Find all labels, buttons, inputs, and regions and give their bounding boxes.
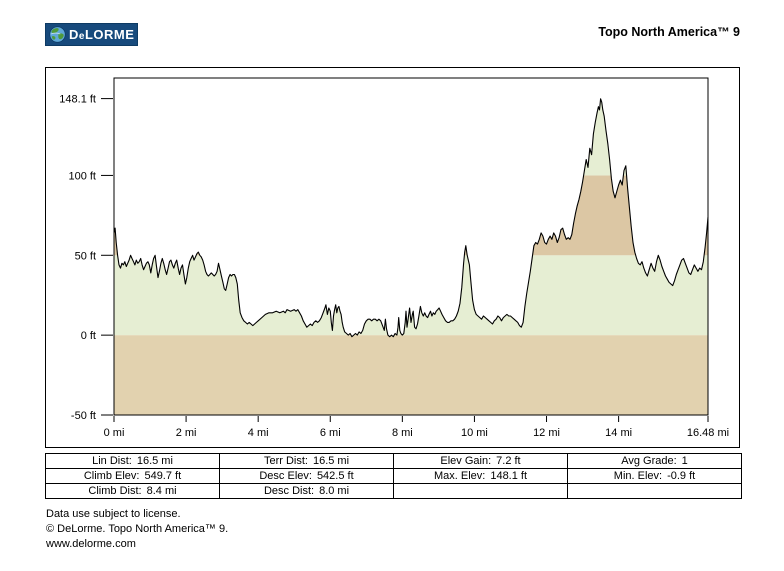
elevation-band-fill [114, 98, 708, 176]
footer-copyright-line: © DeLorme. Topo North America™ 9. [46, 523, 229, 535]
logo-letters-lorme: LORME [84, 27, 135, 42]
stats-row-1: Lin Dist: 16.5 mi Terr Dist: 16.5 mi Elev … [45, 453, 742, 469]
footer-license-line: Data use subject to license. [46, 508, 181, 520]
y-tick-label: 50 ft [75, 250, 96, 262]
stat-label: Desc Elev: [259, 470, 312, 482]
stat-label: Terr Dist: [263, 455, 308, 467]
stat-min-elev: Min. Elev: -0.9 ft [567, 468, 742, 484]
stat-label: Desc Dist: [263, 485, 315, 497]
footer-url-line: www.delorme.com [46, 538, 136, 550]
stat-avg-grade: Avg Grade: 1 [567, 453, 742, 469]
elevation-band-fill [114, 175, 708, 256]
license-footer: Data use subject to license. © DeLorme. … [46, 507, 228, 552]
stats-row-2: Climb Elev: 549.7 ft Desc Elev: 542.5 ft M… [45, 468, 742, 484]
stat-empty-cell [393, 483, 568, 499]
stat-climb-dist: Climb Dist: 8.4 mi [45, 483, 220, 499]
stat-value: 7.2 ft [496, 455, 521, 467]
stats-table: Lin Dist: 16.5 mi Terr Dist: 16.5 mi Elev … [45, 453, 742, 499]
y-tick-label: 100 ft [68, 170, 96, 182]
x-tick-label: 16.48 mi [687, 427, 729, 439]
elevation-profile-line [113, 98, 709, 338]
elevation-chart-frame: 148.1 ft 100 ft 50 ft 0 ft -50 ft 0 mi 2 mi 4 m… [45, 67, 740, 448]
stat-value: 16.5 mi [312, 455, 350, 467]
page-title: Topo North America™ 9 [598, 25, 740, 39]
delorme-logo: DeLORME [45, 23, 138, 46]
x-tick-label: 12 mi [533, 427, 560, 439]
stat-value: 542.5 ft [316, 470, 354, 482]
stat-label: Climb Dist: [88, 485, 142, 497]
elevation-band-fill [114, 255, 708, 336]
stat-terr-dist: Terr Dist: 16.5 mi [219, 453, 394, 469]
logo-wordmark: DeLORME [69, 27, 134, 42]
y-tick-label: -50 ft [71, 410, 96, 422]
x-tick-label: 0 mi [104, 427, 125, 439]
stat-value: 549.7 ft [144, 470, 182, 482]
stat-value: 1 [681, 455, 688, 467]
x-tick-label: 8 mi [392, 427, 413, 439]
x-tick-label: 4 mi [248, 427, 269, 439]
x-tick-label: 2 mi [176, 427, 197, 439]
elevation-band-fill [114, 335, 708, 415]
x-tick-label: 10 mi [461, 427, 488, 439]
stat-value: 8.0 mi [319, 485, 350, 497]
stat-lin-dist: Lin Dist: 16.5 mi [45, 453, 220, 469]
stat-label: Climb Elev: [83, 470, 140, 482]
stats-row-3: Climb Dist: 8.4 mi Desc Dist: 8.0 mi [45, 483, 742, 499]
y-tick-label: 148.1 ft [59, 94, 96, 106]
plot-border [113, 77, 709, 416]
x-tick-label: 6 mi [320, 427, 341, 439]
stat-label: Avg Grade: [621, 455, 677, 467]
x-tick-label: 14 mi [605, 427, 632, 439]
stat-label: Max. Elev: [433, 470, 486, 482]
stat-value: 148.1 ft [490, 470, 528, 482]
logo-letter-d: D [69, 27, 79, 42]
logo-letter-e: e [78, 31, 85, 42]
stat-desc-dist: Desc Dist: 8.0 mi [219, 483, 394, 499]
stat-label: Elev Gain: [440, 455, 492, 467]
stat-value: 16.5 mi [136, 455, 173, 467]
stat-value: -0.9 ft [667, 470, 696, 482]
stat-max-elev: Max. Elev: 148.1 ft [393, 468, 568, 484]
y-tick-label: 0 ft [81, 330, 96, 342]
stat-desc-elev: Desc Elev: 542.5 ft [219, 468, 394, 484]
stat-climb-elev: Climb Elev: 549.7 ft [45, 468, 220, 484]
stat-elev-gain: Elev Gain: 7.2 ft [393, 453, 568, 469]
stat-label: Lin Dist: [92, 455, 132, 467]
stat-value: 8.4 mi [146, 485, 177, 497]
stat-empty-cell [567, 483, 742, 499]
elevation-profile-svg: 148.1 ft 100 ft 50 ft 0 ft -50 ft 0 mi 2 mi 4 m… [59, 77, 729, 439]
stat-label: Min. Elev: [613, 470, 663, 482]
globe-icon [49, 26, 66, 43]
